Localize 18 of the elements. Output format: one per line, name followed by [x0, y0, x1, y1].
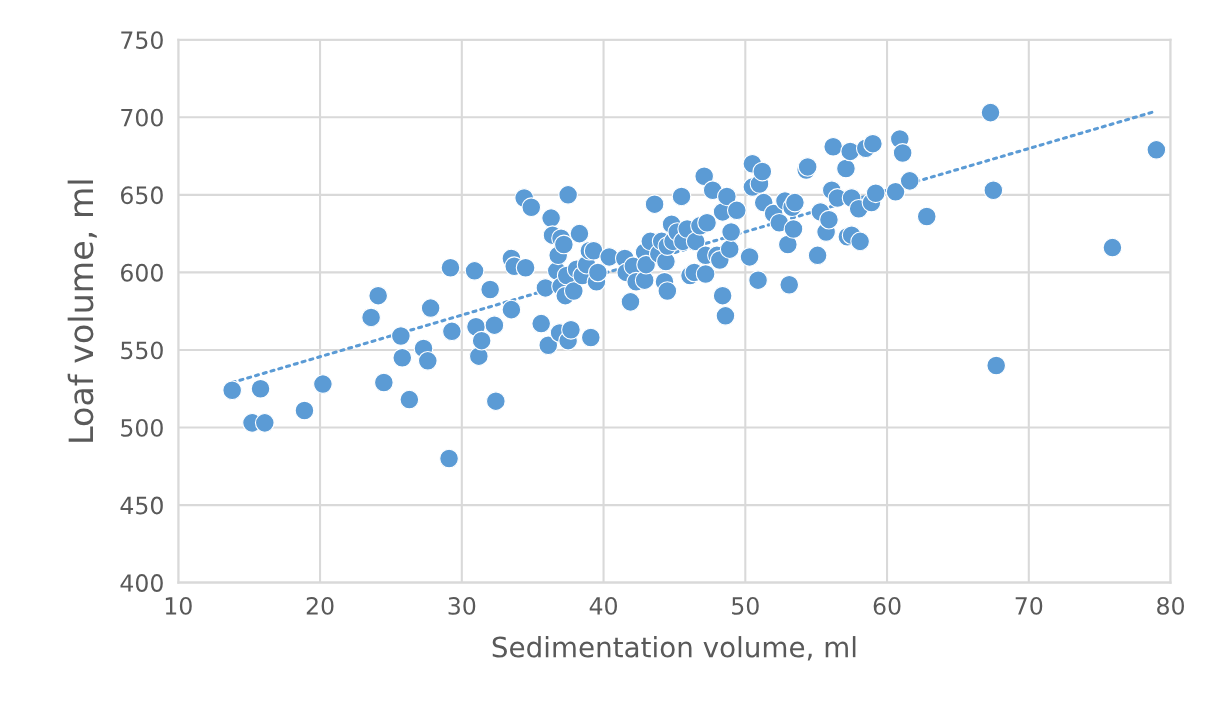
y-tick-label: 400	[120, 574, 163, 592]
y-tick-label: 700	[121, 108, 163, 127]
y-tick-label: 550	[121, 341, 163, 360]
y-axis-title: Loaf volume, ml	[67, 180, 97, 442]
y-tick-label: 600	[121, 263, 163, 282]
x-tick-label: 80	[1157, 596, 1184, 615]
x-tick-label: 20	[306, 596, 334, 615]
x-tick-label: 70	[1015, 596, 1043, 615]
y-tick-label: 650	[121, 186, 163, 205]
x-axis-title: Sedimentation volume, ml	[492, 636, 856, 661]
x-tick-label: 50	[732, 596, 759, 615]
y-tick-label: 500	[121, 418, 163, 437]
x-tick-label: 40	[589, 596, 618, 615]
x-tick-label: 10	[165, 596, 192, 615]
y-tick-label: 450	[120, 496, 163, 515]
x-tick-label: 60	[873, 596, 901, 615]
y-tick-label: 750	[121, 31, 163, 50]
x-tick-label: 30	[448, 596, 476, 615]
